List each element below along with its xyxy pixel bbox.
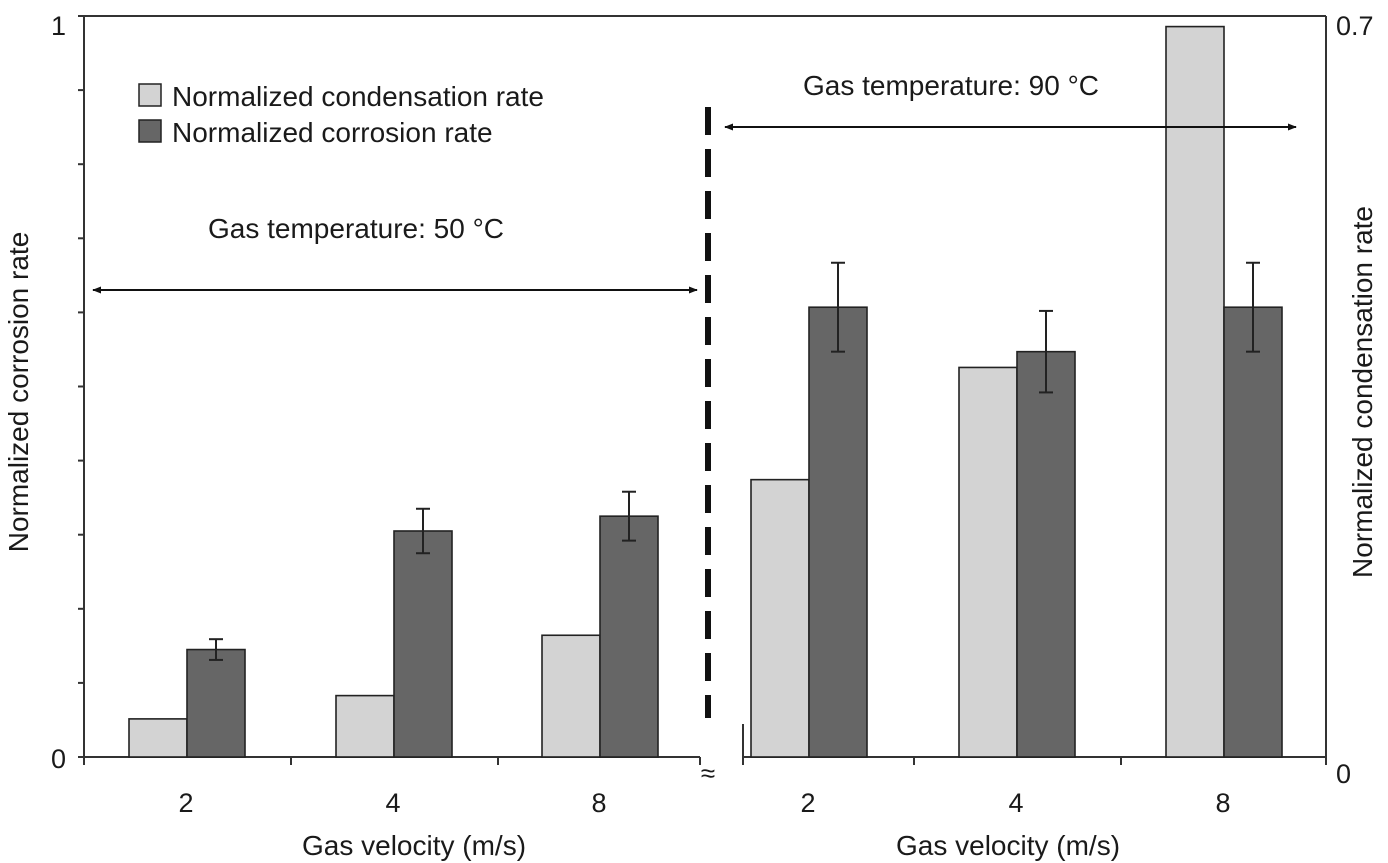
- x-axis-title-right: Gas velocity (m/s): [896, 830, 1120, 861]
- x-ticks: [83, 757, 1327, 765]
- right-tick-label-bottom: 0: [1336, 759, 1351, 789]
- legend-label-corrosion: Normalized corrosion rate: [172, 117, 493, 148]
- category-label: 8: [591, 788, 606, 818]
- annotation-90c: Gas temperature: 90 °C: [803, 70, 1099, 101]
- category-label: 2: [800, 788, 815, 818]
- category-label: 4: [385, 788, 400, 818]
- bar-corrosion-90c-v2: [808, 306, 868, 758]
- left-y-ticks: [78, 15, 84, 758]
- right-y-axis-title: Normalized condensation rate: [1347, 206, 1378, 578]
- bar-corrosion-90c-v8: [1223, 306, 1283, 758]
- legend: Normalized condensation rate Normalized …: [138, 81, 544, 148]
- category-label: 8: [1215, 788, 1230, 818]
- bar-condensation-90c-v8: [1165, 25, 1225, 758]
- bar-condensation-90c-v4: [958, 366, 1018, 758]
- axis-break-symbol: ≈: [701, 758, 715, 788]
- annotation-50c: Gas temperature: 50 °C: [208, 213, 504, 244]
- right-tick-label-top: 0.7: [1336, 11, 1374, 41]
- category-labels: 2 4 8 2 4 8: [178, 788, 1230, 818]
- bar-corrosion-90c-v4: [1016, 350, 1076, 758]
- bar-condensation-90c-v2: [750, 478, 810, 758]
- left-y-axis-title: Normalized corrosion rate: [3, 232, 34, 553]
- bar-condensation-50c-v2: [128, 718, 188, 758]
- bar-condensation-50c-v4: [335, 694, 395, 758]
- bar-corrosion-50c-v8: [599, 515, 659, 758]
- x-axis-title-left: Gas velocity (m/s): [302, 830, 526, 861]
- bar-corrosion-50c-v4: [393, 530, 453, 758]
- legend-label-condensation: Normalized condensation rate: [172, 81, 544, 112]
- bar-corrosion-50c-v2: [186, 648, 246, 758]
- legend-swatch-condensation: [138, 83, 162, 107]
- bar-condensation-50c-v8: [541, 634, 601, 758]
- category-label: 4: [1008, 788, 1023, 818]
- bars: [128, 25, 1283, 758]
- category-label: 2: [178, 788, 193, 818]
- error-bars: [209, 261, 1260, 661]
- left-tick-label-bottom: 0: [51, 744, 66, 774]
- legend-swatch-corrosion: [138, 119, 162, 143]
- left-tick-label-top: 1: [51, 11, 66, 41]
